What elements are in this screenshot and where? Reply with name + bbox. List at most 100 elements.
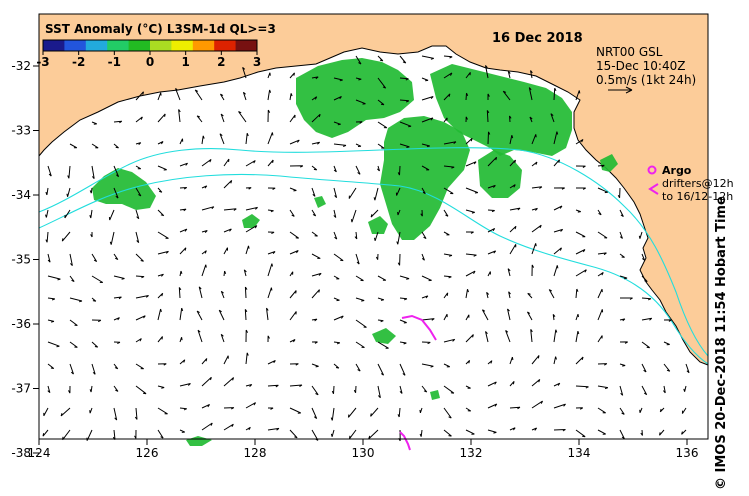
velocity-arrow	[289, 271, 294, 277]
velocity-arrow	[397, 407, 401, 418]
velocity-arrow	[377, 319, 384, 323]
velocity-arrow	[509, 225, 517, 233]
velocity-arrow	[399, 77, 409, 81]
velocity-arrow	[113, 143, 119, 149]
velocity-arrow	[663, 319, 672, 322]
velocity-arrow	[509, 427, 516, 431]
velocity-arrow	[67, 165, 71, 179]
velocity-arrow	[91, 253, 98, 263]
velocity-arrow	[223, 377, 235, 387]
velocity-arrow	[311, 363, 319, 368]
velocity-arrow	[553, 403, 566, 409]
velocity-arrow	[619, 318, 626, 322]
velocity-arrow	[89, 407, 93, 414]
velocity-arrow	[443, 231, 450, 236]
velocity-arrow	[399, 121, 412, 128]
colorbar-segment	[171, 40, 194, 51]
lat-tick-label: -32	[11, 59, 31, 73]
velocity-arrow	[553, 187, 565, 190]
anomaly-patch	[242, 214, 260, 228]
velocity-arrow	[289, 72, 295, 79]
velocity-arrow	[267, 209, 274, 213]
velocity-arrow	[681, 407, 687, 414]
velocity-arrow	[311, 113, 321, 123]
velocity-arrow	[245, 402, 257, 409]
velocity-arrow	[531, 427, 538, 431]
velocity-arrow	[443, 141, 457, 145]
velocity-arrow	[641, 297, 652, 301]
velocity-arrow	[330, 407, 335, 421]
velocity-arrow	[399, 341, 407, 345]
velocity-arrow	[370, 407, 379, 417]
velocity-arrow	[466, 231, 474, 234]
velocity-arrow	[245, 160, 256, 167]
velocity-arrow	[528, 87, 533, 101]
velocity-arrow	[348, 187, 357, 199]
velocity-arrow	[443, 72, 453, 79]
velocity-arrow	[267, 263, 273, 277]
velocity-arrow	[526, 311, 533, 321]
velocity-arrow	[552, 314, 556, 321]
colorbar-segment	[128, 40, 151, 51]
velocity-arrow	[135, 142, 142, 146]
velocity-arrow	[223, 270, 227, 277]
velocity-arrow	[245, 187, 252, 190]
velocity-arrow	[333, 165, 337, 173]
velocity-arrow	[443, 385, 455, 394]
colorbar-segment	[192, 40, 215, 51]
velocity-arrow	[355, 99, 366, 105]
velocity-arrow	[597, 187, 609, 194]
lat-tick-label: -38	[11, 446, 31, 460]
velocity-arrow	[421, 385, 428, 393]
velocity-arrow	[69, 275, 75, 283]
drifter-tracks	[399, 314, 437, 451]
velocity-arrow	[465, 116, 468, 123]
colorbar-segment	[235, 40, 258, 51]
velocity-arrow	[397, 253, 401, 266]
velocity-arrow	[487, 271, 491, 277]
velocity-arrow	[377, 297, 385, 301]
velocity-arrow	[245, 352, 249, 365]
velocity-arrow	[201, 264, 207, 277]
velocity-arrow	[175, 88, 181, 101]
velocity-arrow	[311, 96, 318, 101]
velocity-arrow	[553, 205, 563, 211]
velocity-arrow	[421, 165, 430, 171]
velocity-arrow	[597, 309, 604, 321]
colorbar-tick-label: 1	[181, 55, 189, 69]
velocity-arrow	[267, 231, 275, 235]
velocity-arrow	[377, 77, 387, 89]
velocity-arrow	[396, 231, 401, 245]
velocity-arrow	[465, 253, 477, 257]
velocity-arrow	[333, 121, 341, 126]
velocity-arrow	[465, 92, 469, 101]
velocity-arrow	[201, 422, 213, 431]
velocity-arrow	[421, 55, 434, 60]
velocity-arrow	[575, 385, 589, 389]
colorbar-tick-label: 0	[146, 55, 154, 69]
velocity-arrow	[311, 385, 319, 396]
velocity-arrow	[157, 113, 166, 123]
velocity-arrow	[333, 231, 338, 240]
velocity-arrow	[179, 187, 188, 190]
velocity-arrow	[486, 110, 490, 123]
velocity-arrow	[69, 253, 73, 267]
velocity-arrow	[223, 247, 228, 255]
velocity-arrow	[553, 247, 562, 255]
velocity-arrow	[91, 341, 99, 348]
sst-anomaly-patches	[92, 58, 618, 446]
velocity-arrow	[399, 275, 410, 280]
velocity-arrow	[89, 187, 93, 194]
velocity-arrow	[135, 363, 144, 370]
velocity-arrow	[201, 158, 212, 167]
lon-tick-label: 136	[676, 446, 699, 460]
velocity-arrow	[531, 134, 537, 145]
velocity-arrow	[575, 138, 584, 145]
velocity-arrow	[157, 308, 162, 321]
velocity-arrow	[355, 165, 361, 175]
velocity-arrow	[553, 87, 557, 101]
velocity-arrow	[597, 335, 603, 343]
velocity-arrow	[349, 429, 357, 439]
velocity-arrow	[443, 55, 453, 59]
